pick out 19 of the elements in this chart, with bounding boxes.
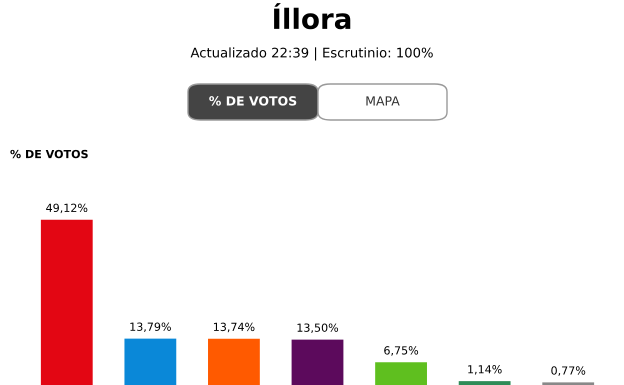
bar bbox=[40, 220, 93, 385]
data-label: 6,75% bbox=[384, 346, 418, 356]
bar bbox=[458, 381, 511, 385]
data-label: 49,12% bbox=[46, 204, 88, 214]
bar bbox=[124, 338, 176, 385]
chart-title: Íllora bbox=[274, 3, 350, 30]
chart-subtitle: Actualizado 22:39 | Escrutinio: 100% bbox=[190, 47, 433, 60]
data-label: 0,77% bbox=[551, 366, 586, 376]
text: MAPA bbox=[366, 96, 400, 106]
bar bbox=[542, 382, 594, 385]
bar bbox=[375, 362, 427, 385]
text: % DE VOTOS bbox=[10, 150, 88, 158]
bar bbox=[292, 340, 344, 385]
bar bbox=[208, 338, 260, 385]
text: % DE VOTOS bbox=[209, 96, 296, 106]
data-label: 13,74% bbox=[214, 322, 254, 332]
data-label: 13,79% bbox=[130, 322, 171, 332]
data-label: 1,14% bbox=[468, 365, 502, 375]
data-label: 13,50% bbox=[298, 323, 338, 334]
